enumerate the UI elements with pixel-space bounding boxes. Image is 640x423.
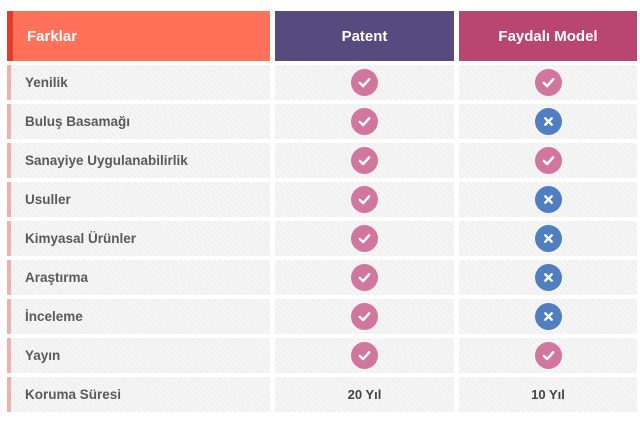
table-row: Araştırma	[0, 260, 640, 295]
check-icon	[351, 186, 378, 213]
row-label: Kimyasal Ürünler	[25, 231, 137, 246]
check-icon	[534, 342, 562, 369]
patent-cell	[275, 182, 454, 217]
row-label-cell: Buluş Basamağı	[7, 104, 270, 139]
table-row: Buluş Basamağı	[0, 104, 640, 139]
cross-icon	[534, 225, 562, 252]
check-icon	[351, 69, 378, 96]
table-row: Yayın	[0, 338, 640, 373]
cross-icon	[534, 264, 562, 291]
row-label: İnceleme	[25, 309, 83, 324]
faydali-cell	[459, 338, 637, 373]
table-row: Usuller	[0, 182, 640, 217]
table-row: Kimyasal Ürünler	[0, 221, 640, 256]
header-faydali-label: Faydalı Model	[498, 27, 598, 45]
table-row: İnceleme	[0, 299, 640, 334]
header-farklar-label: Farklar	[27, 27, 78, 45]
table-row: Sanayiye Uygulanabilirlik	[0, 143, 640, 178]
check-icon	[351, 342, 378, 369]
patent-cell	[275, 299, 454, 334]
row-label-cell: Yayın	[7, 338, 270, 373]
row-label: Buluş Basamağı	[25, 114, 131, 129]
faydali-cell	[459, 65, 637, 100]
check-icon	[351, 147, 378, 174]
table-row: Yenilik	[0, 65, 640, 100]
patent-cell	[275, 104, 454, 139]
row-label: Yenilik	[25, 75, 68, 90]
row-label: Araştırma	[25, 270, 89, 285]
row-label-cell: Sanayiye Uygulanabilirlik	[7, 143, 270, 178]
patent-cell	[275, 338, 454, 373]
check-icon	[351, 264, 378, 291]
patent-cell	[275, 221, 454, 256]
faydali-cell	[459, 260, 637, 295]
row-label-cell: Araştırma	[7, 260, 270, 295]
cross-icon	[534, 108, 562, 135]
row-label: Usuller	[25, 192, 71, 207]
faydali-duration-value: 10 Yıl	[531, 387, 565, 402]
header-patent: Patent	[275, 11, 454, 61]
check-icon	[351, 225, 378, 252]
faydali-cell	[459, 299, 637, 334]
faydali-cell	[459, 143, 637, 178]
table-row: Koruma Süresi 20 Yıl 10 Yıl	[0, 377, 640, 412]
cross-icon	[534, 303, 562, 330]
header-patent-label: Patent	[341, 27, 388, 45]
cross-icon	[534, 186, 562, 213]
check-icon	[351, 108, 378, 135]
patent-cell	[275, 65, 454, 100]
faydali-cell: 10 Yıl	[459, 377, 637, 412]
patent-cell	[275, 143, 454, 178]
header-farklar: Farklar	[7, 11, 270, 61]
header-faydali-model: Faydalı Model	[459, 11, 637, 61]
check-icon	[351, 303, 378, 330]
patent-cell	[275, 260, 454, 295]
row-label-cell: Usuller	[7, 182, 270, 217]
row-label-cell: Yenilik	[7, 65, 270, 100]
faydali-cell	[459, 221, 637, 256]
row-label: Koruma Süresi	[25, 387, 122, 402]
patent-duration-value: 20 Yıl	[347, 387, 382, 402]
row-label: Yayın	[25, 348, 61, 363]
check-icon	[534, 147, 562, 174]
row-label-cell: İnceleme	[7, 299, 270, 334]
check-icon	[534, 69, 562, 96]
faydali-cell	[459, 182, 637, 217]
row-label-cell: Kimyasal Ürünler	[7, 221, 270, 256]
faydali-cell	[459, 104, 637, 139]
row-label: Sanayiye Uygulanabilirlik	[25, 153, 188, 168]
row-label-cell: Koruma Süresi	[7, 377, 270, 412]
patent-cell: 20 Yıl	[275, 377, 454, 412]
